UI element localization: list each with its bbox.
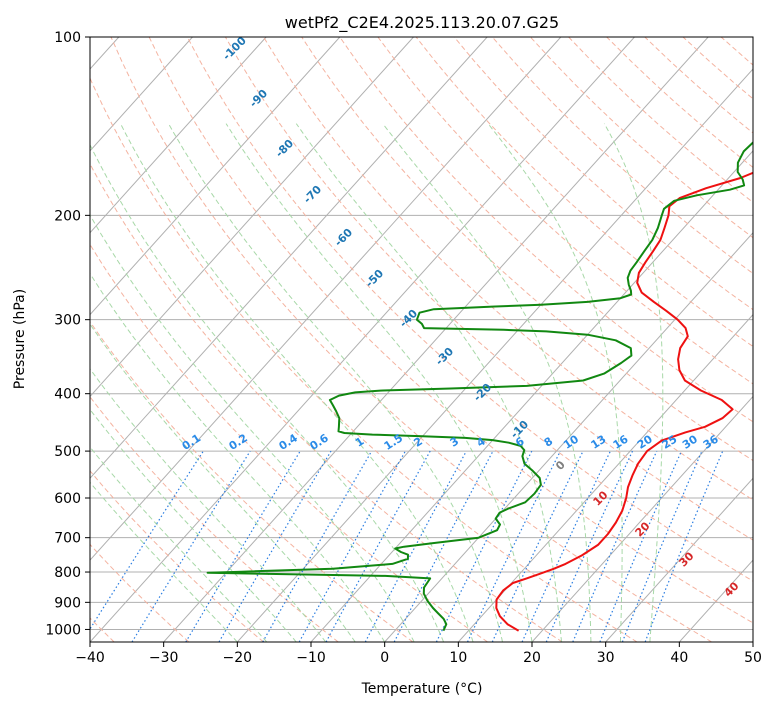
x-tick-label: 50 — [744, 650, 762, 666]
mixing-ratio-line — [435, 450, 533, 642]
isotherm-line — [90, 37, 562, 561]
moist-adiabat — [225, 123, 533, 642]
isotherm-line — [90, 37, 193, 152]
isotherm-line — [90, 37, 341, 316]
moist-adiabat — [90, 213, 415, 642]
moist-adiabat — [90, 272, 386, 642]
dry-adiabat — [90, 243, 488, 642]
dry-adiabat — [339, 37, 753, 423]
x-tick-label: 0 — [380, 650, 389, 666]
y-tick-label: 700 — [54, 531, 81, 547]
isotherm-line — [90, 37, 414, 398]
mixing-ratio-line — [572, 450, 658, 642]
mixing-ratio-line — [599, 450, 682, 642]
x-tick-label: 20 — [523, 650, 541, 666]
y-axis-label: Pressure (hPa) — [12, 289, 28, 389]
dry-adiabat — [90, 320, 414, 642]
mixing-ratio-line — [621, 450, 703, 642]
sounding-lines — [206, 141, 753, 632]
x-axis: −40 −30 −20 −10 0 10 20 30 40 50 — [75, 642, 762, 666]
y-tick-label: 800 — [54, 565, 81, 581]
y-tick-label: 600 — [54, 491, 81, 507]
dewpoint-line — [206, 141, 753, 632]
y-tick-label: 500 — [54, 444, 81, 460]
mixing-ratio-line — [298, 450, 406, 642]
x-tick-label: −10 — [296, 650, 326, 666]
dry-adiabat — [453, 37, 753, 311]
mixing-ratio-line — [364, 450, 467, 642]
background-lines — [90, 37, 753, 642]
moist-adiabat — [382, 123, 592, 642]
isotherm-line — [531, 395, 753, 642]
moist-adiabat — [90, 368, 327, 642]
dry-adiabat — [110, 37, 712, 642]
isotherm-line — [457, 313, 753, 642]
x-tick-label: 10 — [449, 650, 467, 666]
mixing-ratio-line — [644, 450, 724, 642]
dry-adiabat — [90, 470, 264, 642]
y-tick-label: 200 — [54, 208, 81, 224]
y-tick-label: 400 — [54, 387, 81, 403]
moist-adiabat — [120, 123, 474, 642]
dry-adiabat — [90, 162, 563, 642]
isotherm-line — [90, 37, 635, 642]
x-tick-label: −40 — [75, 650, 105, 666]
mixing-ratio-line — [131, 450, 251, 642]
isotherm-line — [163, 37, 709, 642]
x-tick-label: −30 — [149, 650, 179, 666]
isotherm-line — [90, 37, 488, 480]
y-tick-label: 900 — [54, 595, 81, 611]
y-tick-label: 100 — [54, 30, 81, 46]
x-tick-label: −20 — [223, 650, 253, 666]
moist-adiabat — [90, 323, 356, 642]
isotherm-line — [236, 68, 753, 642]
dry-adiabat — [224, 37, 753, 541]
temperature-line — [495, 171, 753, 632]
dry-adiabat — [263, 37, 753, 501]
dry-adiabat — [148, 37, 753, 624]
y-tick-label: 300 — [54, 313, 81, 329]
moist-adiabat — [603, 123, 664, 642]
moist-adiabat — [168, 123, 503, 642]
mixing-ratio-line — [545, 450, 634, 642]
y-axis: 100 200 300 400 500 600 700 800 900 1000 — [45, 30, 90, 638]
moist-adiabat — [90, 143, 445, 642]
chart-title: wetPf2_C2E4.2025.113.20.07.G25 — [285, 13, 559, 33]
plot-area — [90, 37, 753, 642]
moist-adiabat — [295, 123, 562, 642]
dry-adiabat — [186, 37, 753, 582]
mixing-ratio-line — [325, 450, 431, 642]
dry-adiabat — [377, 37, 753, 385]
dry-adiabat — [90, 76, 638, 642]
moist-adiabat — [487, 123, 623, 642]
isotherm-line — [384, 231, 753, 642]
plot-frame — [89, 36, 754, 643]
isotherm-line — [90, 37, 267, 234]
x-tick-label: 30 — [597, 650, 615, 666]
y-tick-label: 1000 — [45, 622, 81, 638]
isotherm-line — [605, 477, 753, 642]
x-tick-label: 40 — [670, 650, 688, 666]
mixing-ratio-line — [90, 450, 204, 631]
x-axis-label: Temperature (°C) — [361, 681, 483, 697]
